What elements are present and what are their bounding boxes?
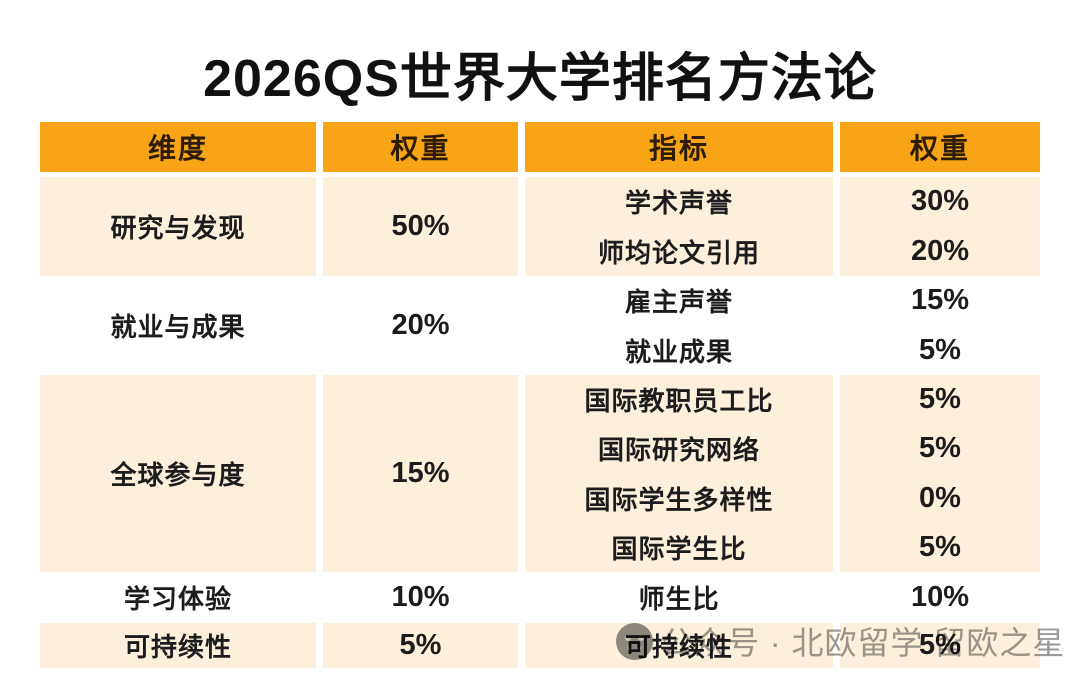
column-divider — [518, 623, 525, 668]
column-divider — [316, 375, 323, 572]
column-divider — [518, 177, 525, 276]
indicator-weight: 30% — [910, 185, 970, 218]
indicator-weights: 10% — [840, 572, 1040, 623]
dimension-weight: 50% — [323, 177, 518, 276]
section-sustainability: 可持续性 5% 可持续性 5% — [40, 623, 1040, 668]
indicator-weights: 5% — [840, 623, 1040, 668]
indicator-name: 师生比 — [638, 584, 720, 614]
column-divider — [833, 572, 840, 623]
dimension-label: 就业与成果 — [40, 276, 316, 375]
dimension-weight: 15% — [323, 375, 518, 572]
dimension-label: 全球参与度 — [40, 375, 316, 572]
indicator-weight: 5% — [919, 530, 961, 563]
indicator-names: 国际教职员工比 国际研究网络 国际学生多样性 国际学生比 — [525, 375, 833, 572]
column-divider — [833, 623, 840, 668]
column-divider — [518, 572, 525, 623]
header-cell-indicator: 指标 — [525, 122, 833, 172]
dimension-label: 研究与发现 — [40, 177, 316, 276]
dimension-weight: 10% — [323, 572, 518, 623]
column-divider — [833, 276, 840, 375]
page-title: 2026QS世界大学排名方法论 — [203, 50, 877, 108]
indicator-weight: 15% — [910, 284, 970, 317]
indicator-name: 国际学生多样性 — [584, 484, 774, 515]
indicator-weight: 5% — [919, 333, 961, 366]
column-divider — [316, 177, 323, 276]
section-employability-outcomes: 就业与成果 20% 雇主声誉 就业成果 15% 5% — [40, 276, 1040, 375]
table-header-row: 维度 权重 指标 权重 — [40, 122, 1040, 172]
indicator-name: 可持续性 — [624, 632, 733, 662]
indicator-names: 可持续性 — [525, 623, 833, 668]
dimension-weight: 5% — [323, 623, 518, 668]
indicator-weights: 15% 5% — [840, 276, 1040, 375]
section-research-discovery: 研究与发现 50% 学术声誉 师均论文引用 30% 20% — [40, 177, 1040, 276]
indicator-name: 师均论文引用 — [597, 237, 760, 268]
column-divider — [518, 375, 525, 572]
indicator-weight: 20% — [910, 234, 970, 267]
column-divider — [316, 572, 323, 623]
column-divider — [518, 276, 525, 375]
section-learning-experience: 学习体验 10% 师生比 10% — [40, 572, 1040, 623]
header-cell-dimension: 维度 — [40, 122, 316, 172]
column-divider — [518, 122, 525, 172]
column-divider — [316, 623, 323, 668]
header-cell-weight-left: 权重 — [323, 122, 518, 172]
indicator-name: 国际研究网络 — [597, 435, 760, 466]
indicator-weight: 5% — [919, 432, 961, 465]
methodology-table: 维度 权重 指标 权重 研究与发现 50% 学术声誉 师均论文引用 30% 20… — [40, 122, 1040, 668]
indicator-name: 国际教职员工比 — [584, 386, 774, 417]
column-divider — [833, 177, 840, 276]
header-cell-weight-right: 权重 — [840, 122, 1040, 172]
column-divider — [833, 375, 840, 572]
indicator-weight: 5% — [919, 629, 961, 661]
indicator-name: 学术声誉 — [624, 188, 733, 219]
column-divider — [316, 276, 323, 375]
dimension-label: 可持续性 — [40, 623, 316, 668]
indicator-weight: 0% — [919, 481, 961, 514]
dimension-label: 学习体验 — [40, 572, 316, 623]
indicator-names: 师生比 — [525, 572, 833, 623]
indicator-name: 雇主声誉 — [624, 287, 733, 318]
column-divider — [316, 122, 323, 172]
section-global-engagement: 全球参与度 15% 国际教职员工比 国际研究网络 国际学生多样性 国际学生比 5… — [40, 375, 1040, 572]
indicator-name: 国际学生比 — [611, 533, 747, 564]
indicator-names: 学术声誉 师均论文引用 — [525, 177, 833, 276]
indicator-weight: 10% — [910, 581, 970, 613]
indicator-name: 就业成果 — [624, 336, 733, 367]
indicator-names: 雇主声誉 就业成果 — [525, 276, 833, 375]
column-divider — [833, 122, 840, 172]
indicator-weights: 5% 5% 0% 5% — [840, 375, 1040, 572]
indicator-weight: 5% — [919, 383, 961, 416]
dimension-weight: 20% — [323, 276, 518, 375]
indicator-weights: 30% 20% — [840, 177, 1040, 276]
